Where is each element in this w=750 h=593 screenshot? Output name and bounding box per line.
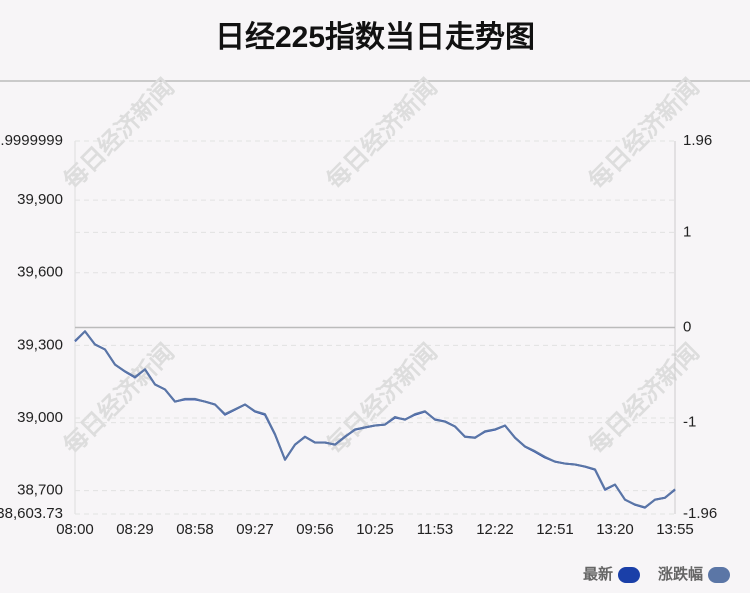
y2-tick-label: -1.96 [683,505,717,522]
y-tick-label: 38,603.73 [0,505,63,522]
chart-title: 日经225指数当日走势图 [215,20,535,54]
x-tick-label: 10:25 [356,521,394,538]
y2-tick-label: 0 [683,318,691,335]
legend-label: 涨跌幅 [658,565,703,583]
x-tick-label: 08:00 [56,521,94,538]
legend-swatch [617,567,640,583]
y-tick-label: 38,700 [17,482,63,499]
x-tick-label: 12:22 [476,521,514,538]
plot: 38,603.73 38,700 39,000 39,300 39,600 39,900 4… [0,132,717,538]
y-tick-label: 39,000 [17,409,63,426]
y-tick-label: 39,600 [17,264,63,281]
y2-tick-label: 1.96 [683,132,712,149]
y-tick-label: 39,900 [17,191,63,208]
y-tick-label: 39,300 [17,336,63,353]
legend-label: 最新 [583,565,613,583]
x-tick-label: 13:20 [596,521,634,538]
series-line [74,330,676,509]
y2-tick-label: 1 [683,223,691,240]
legend-swatch [708,567,730,583]
y-tick-label: 40,143.9999999 [0,132,63,149]
x-tick-label: 11:53 [417,521,453,538]
x-tick-label: 09:56 [296,521,334,538]
x-tick-label: 12:51 [536,521,574,538]
y2-tick-label: -1 [683,414,696,431]
x-tick-label: 09:27 [236,521,274,538]
x-tick-label: 08:58 [176,521,214,538]
x-tick-label: 08:29 [116,521,154,538]
x-tick-label: 13:55 [656,521,694,538]
